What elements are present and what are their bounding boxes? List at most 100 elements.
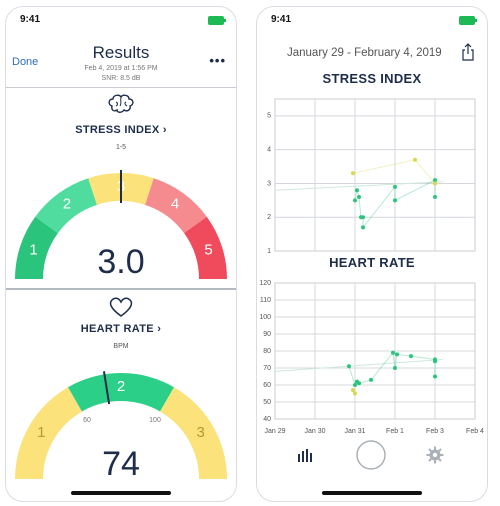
data-point <box>409 354 413 359</box>
data-point <box>357 194 361 199</box>
trends-screen: 9:41 January 29 - February 4, 2019 STRES… <box>256 6 488 502</box>
stress-chart-title: STRESS INDEX <box>322 71 422 86</box>
y-tick-label: 110 <box>260 297 271 304</box>
data-point <box>393 198 397 203</box>
stress-gauge-label: 1 <box>29 242 37 259</box>
heart-icon <box>109 297 133 317</box>
heart-gauge-label: 1 <box>37 424 45 441</box>
data-point <box>433 374 437 379</box>
data-point <box>361 215 365 220</box>
data-point <box>433 181 437 186</box>
x-tick-label: Feb 4 <box>466 428 484 435</box>
y-tick-label: 120 <box>259 280 271 287</box>
y-tick-label: 4 <box>267 147 271 154</box>
y-tick-label: 40 <box>263 416 271 423</box>
chart-icon[interactable] <box>297 448 313 462</box>
y-tick-label: 3 <box>267 180 271 187</box>
y-tick-label: 50 <box>263 399 271 406</box>
x-tick-label: Feb 3 <box>426 428 444 435</box>
page-title: Results <box>92 43 150 62</box>
data-point <box>355 188 359 193</box>
battery-icon <box>459 16 477 25</box>
heart-rate-needle <box>102 371 111 405</box>
stress-gauge-segment <box>35 178 97 234</box>
data-point <box>433 194 437 199</box>
heart-gauge-segment <box>15 387 82 479</box>
data-point <box>369 377 373 382</box>
gear-icon[interactable] <box>426 446 444 464</box>
heart-threshold-label: 100 <box>149 417 161 424</box>
stress-gauge-segment <box>15 216 58 279</box>
series-line <box>352 159 436 184</box>
data-point <box>433 359 437 364</box>
plot-frame <box>274 282 476 420</box>
data-point <box>413 157 417 162</box>
y-tick-label: 2 <box>267 214 271 221</box>
data-point <box>393 366 397 370</box>
trend-line <box>274 181 444 191</box>
data-point <box>353 198 357 203</box>
share-icon[interactable] <box>461 43 475 61</box>
data-point <box>361 225 365 230</box>
results-nav-bar: Done Results Feb 4, 2019 at 1:56 PM SNR:… <box>6 29 236 87</box>
x-tick-label: Feb 1 <box>386 428 404 435</box>
stress-gauge-segment <box>184 216 227 279</box>
nav-divider <box>6 87 236 88</box>
date-range: January 29 - February 4, 2019 <box>287 47 442 59</box>
stress-gauge-label: 2 <box>63 196 71 213</box>
battery-icon <box>208 16 226 25</box>
stress-index-link[interactable]: STRESS INDEX › <box>75 124 167 136</box>
data-point <box>351 388 355 393</box>
y-tick-label: 80 <box>263 348 271 355</box>
home-indicator <box>71 491 171 495</box>
done-button[interactable]: Done <box>12 56 39 68</box>
heart-gauge-segment <box>68 373 174 412</box>
results-screen: 9:41 Done Results Feb 4, 2019 at 1:56 PM… <box>5 6 237 502</box>
data-point <box>357 381 361 386</box>
status-bar: 9:41 <box>6 7 236 29</box>
status-bar: 9:41 <box>257 7 487 29</box>
y-tick-label: 100 <box>259 314 271 321</box>
heart-rate-value: 74 <box>102 445 140 483</box>
series-line <box>348 351 436 387</box>
x-tick-label: Jan 29 <box>264 428 285 435</box>
brain-icon <box>108 94 134 113</box>
y-tick-label: 1 <box>267 248 271 255</box>
stress-gauge-label: 4 <box>171 196 179 213</box>
heart-threshold-label: 60 <box>83 417 91 424</box>
plot-frame <box>274 98 476 252</box>
y-tick-label: 90 <box>263 331 271 338</box>
snr-value: SNR: 8.5 dB <box>101 75 141 82</box>
heart-gauge-label: 2 <box>117 378 125 395</box>
heart-rate-gauge: 1 2 3 60 100 <box>15 371 227 479</box>
home-indicator <box>322 491 422 495</box>
record-button-icon[interactable] <box>355 439 387 471</box>
data-point <box>351 171 355 176</box>
data-point <box>353 383 357 387</box>
y-tick-label: 70 <box>263 365 271 372</box>
more-options-button[interactable]: ••• <box>209 53 226 68</box>
heart-rate-chart: 40 50 60 70 80 90 100 110 120 Jan 29 Jan 30 Jan 31 F… <box>259 280 484 435</box>
stress-range: 1-5 <box>115 144 127 151</box>
status-time: 9:41 <box>271 14 292 25</box>
y-tick-label: 5 <box>267 113 271 120</box>
stress-gauge-segment <box>145 178 207 234</box>
data-point <box>433 178 437 183</box>
measurement-date: Feb 4, 2019 at 1:56 PM <box>84 65 158 72</box>
data-point <box>393 184 397 189</box>
x-tick-label: Jan 31 <box>344 428 365 435</box>
data-point <box>353 391 357 396</box>
heart-chart-title: HEART RATE <box>329 255 415 270</box>
data-point <box>391 350 395 355</box>
tab-bar <box>257 437 487 473</box>
series-line <box>354 179 436 229</box>
trend-line <box>274 359 444 372</box>
heart-gauge-segment <box>160 387 227 479</box>
x-tick-label: Jan 30 <box>304 428 325 435</box>
stress-index-chart: 1 2 3 4 5 <box>267 98 476 255</box>
heart-rate-unit: BPM <box>113 343 129 350</box>
heart-gauge-label: 3 <box>197 424 205 441</box>
heart-rate-link[interactable]: HEART RATE › <box>80 323 162 335</box>
section-divider <box>6 288 236 290</box>
